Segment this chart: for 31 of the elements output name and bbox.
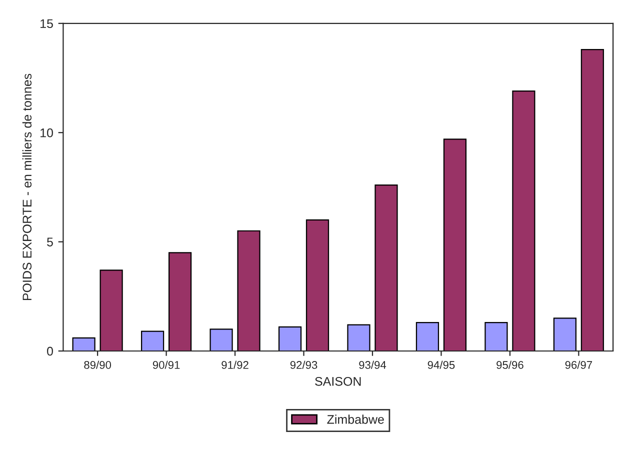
x-tick-label: 94/95 [428,360,455,369]
bar [237,230,260,351]
x-tick-label: 95/96 [496,360,524,369]
x-tick-label: 93/94 [359,360,386,369]
bar [443,138,467,351]
bar [553,318,576,351]
x-tick-label: 91/92 [222,360,248,369]
bar [580,49,604,351]
bar [168,252,192,351]
bar [278,326,302,351]
bar [140,330,164,351]
bar [100,270,123,351]
x-tick-label: 92/93 [290,360,318,369]
bar [72,337,96,351]
x-tick-label: 90/91 [152,360,180,369]
bar [347,324,370,351]
x-tick-label: 89/90 [84,360,112,369]
bar [210,328,233,351]
legend-label: Zimbabwe [327,414,384,424]
bar [416,322,440,351]
bar [484,322,508,351]
y-axis-title: POIDS EXPORTE - en milliers de tonnes [22,74,32,300]
y-tick-label: 5 [47,238,53,246]
y-tick-label: 15 [40,19,53,28]
y-tick-label: 0 [47,346,53,356]
x-axis-title: SAISON [315,376,361,386]
y-tick-label: 10 [40,128,53,138]
bar [306,219,330,351]
bar [374,184,398,351]
x-tick-label: 96/97 [565,360,592,369]
bar [512,90,536,351]
